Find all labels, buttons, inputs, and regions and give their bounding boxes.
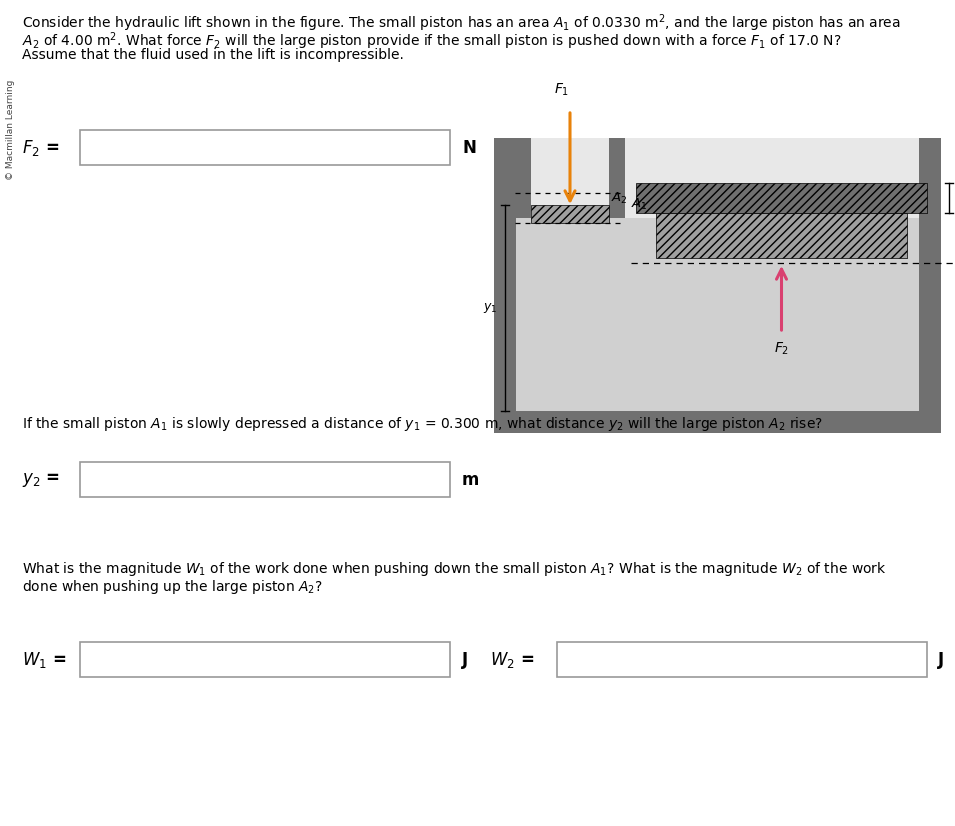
Bar (516, 218, 919, 411)
Text: If the small piston $A_1$ is slowly depressed a distance of $y_1$ = 0.300 m, wha: If the small piston $A_1$ is slowly depr… (22, 415, 823, 433)
Bar (516, 138, 919, 218)
Text: What is the magnitude $W_1$ of the work done when pushing down the small piston : What is the magnitude $W_1$ of the work … (22, 560, 886, 578)
Bar (656, 213, 907, 258)
Text: $y_1$: $y_1$ (482, 301, 497, 315)
Bar (919, 138, 941, 433)
Text: $A_2$: $A_2$ (611, 191, 628, 206)
Text: done when pushing up the large piston $A_2$?: done when pushing up the large piston $A… (22, 578, 323, 596)
FancyBboxPatch shape (80, 462, 450, 497)
Bar (515, 138, 531, 218)
Text: Assume that the fluid used in the lift is incompressible.: Assume that the fluid used in the lift i… (22, 48, 404, 62)
Text: J: J (938, 651, 944, 669)
Text: $y_2$ =: $y_2$ = (22, 471, 60, 489)
Bar (494, 138, 516, 433)
Text: $F_2$ =: $F_2$ = (22, 138, 59, 158)
Text: $W_1$ =: $W_1$ = (22, 650, 66, 670)
Bar (636, 183, 927, 213)
Text: $F_1$: $F_1$ (555, 82, 569, 98)
Bar (609, 138, 625, 218)
Bar (531, 205, 609, 223)
FancyBboxPatch shape (80, 642, 450, 677)
Bar (494, 411, 941, 433)
Text: $W_2$ =: $W_2$ = (490, 650, 534, 670)
Text: N: N (462, 139, 476, 157)
Text: m: m (462, 471, 479, 489)
FancyBboxPatch shape (80, 130, 450, 165)
Text: $A_2$ of 4.00 m$^2$. What force $F_2$ will the large piston provide if the small: $A_2$ of 4.00 m$^2$. What force $F_2$ wi… (22, 30, 841, 51)
Text: $F_2$: $F_2$ (774, 341, 789, 358)
Text: © Macmillan Learning: © Macmillan Learning (6, 80, 14, 180)
Text: Consider the hydraulic lift shown in the figure. The small piston has an area $A: Consider the hydraulic lift shown in the… (22, 12, 901, 34)
Text: J: J (462, 651, 468, 669)
FancyBboxPatch shape (557, 642, 927, 677)
Text: $A_1$: $A_1$ (631, 197, 647, 212)
